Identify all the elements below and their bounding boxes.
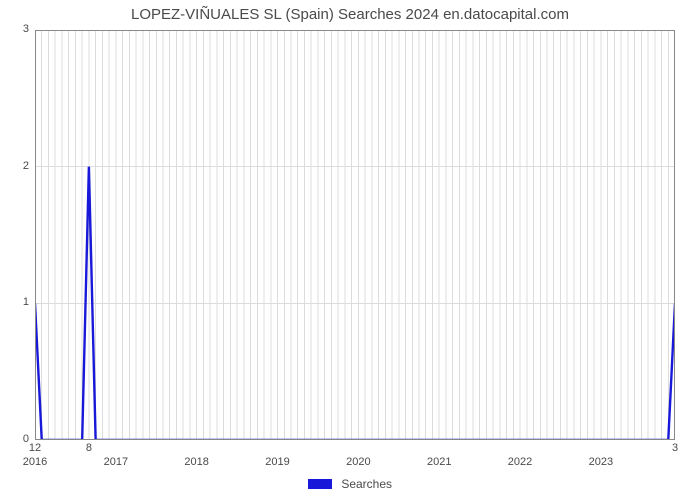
x-tick-label: 2017 xyxy=(104,456,128,468)
x-tick-label: 2022 xyxy=(508,456,532,468)
chart-title: LOPEZ-VIÑUALES SL (Spain) Searches 2024 … xyxy=(0,6,700,23)
legend-swatch xyxy=(308,479,332,489)
x-tick-label: 2016 xyxy=(23,456,47,468)
x-tick-label: 2020 xyxy=(346,456,370,468)
y-tick-label: 3 xyxy=(23,23,29,35)
x-secondary-tick-label: 3 xyxy=(672,442,678,454)
x-secondary-tick-label: 12 xyxy=(29,442,41,454)
chart-container: LOPEZ-VIÑUALES SL (Spain) Searches 2024 … xyxy=(0,0,700,500)
x-tick-label: 2023 xyxy=(589,456,613,468)
y-tick-label: 2 xyxy=(23,160,29,172)
x-tick-label: 2019 xyxy=(265,456,289,468)
chart-legend: Searches xyxy=(0,476,700,491)
x-tick-label: 2018 xyxy=(184,456,208,468)
x-secondary-tick-label: 8 xyxy=(86,442,92,454)
y-tick-label: 1 xyxy=(23,296,29,308)
x-tick-label: 2021 xyxy=(427,456,451,468)
chart-plot xyxy=(35,30,675,440)
legend-label: Searches xyxy=(341,477,392,491)
